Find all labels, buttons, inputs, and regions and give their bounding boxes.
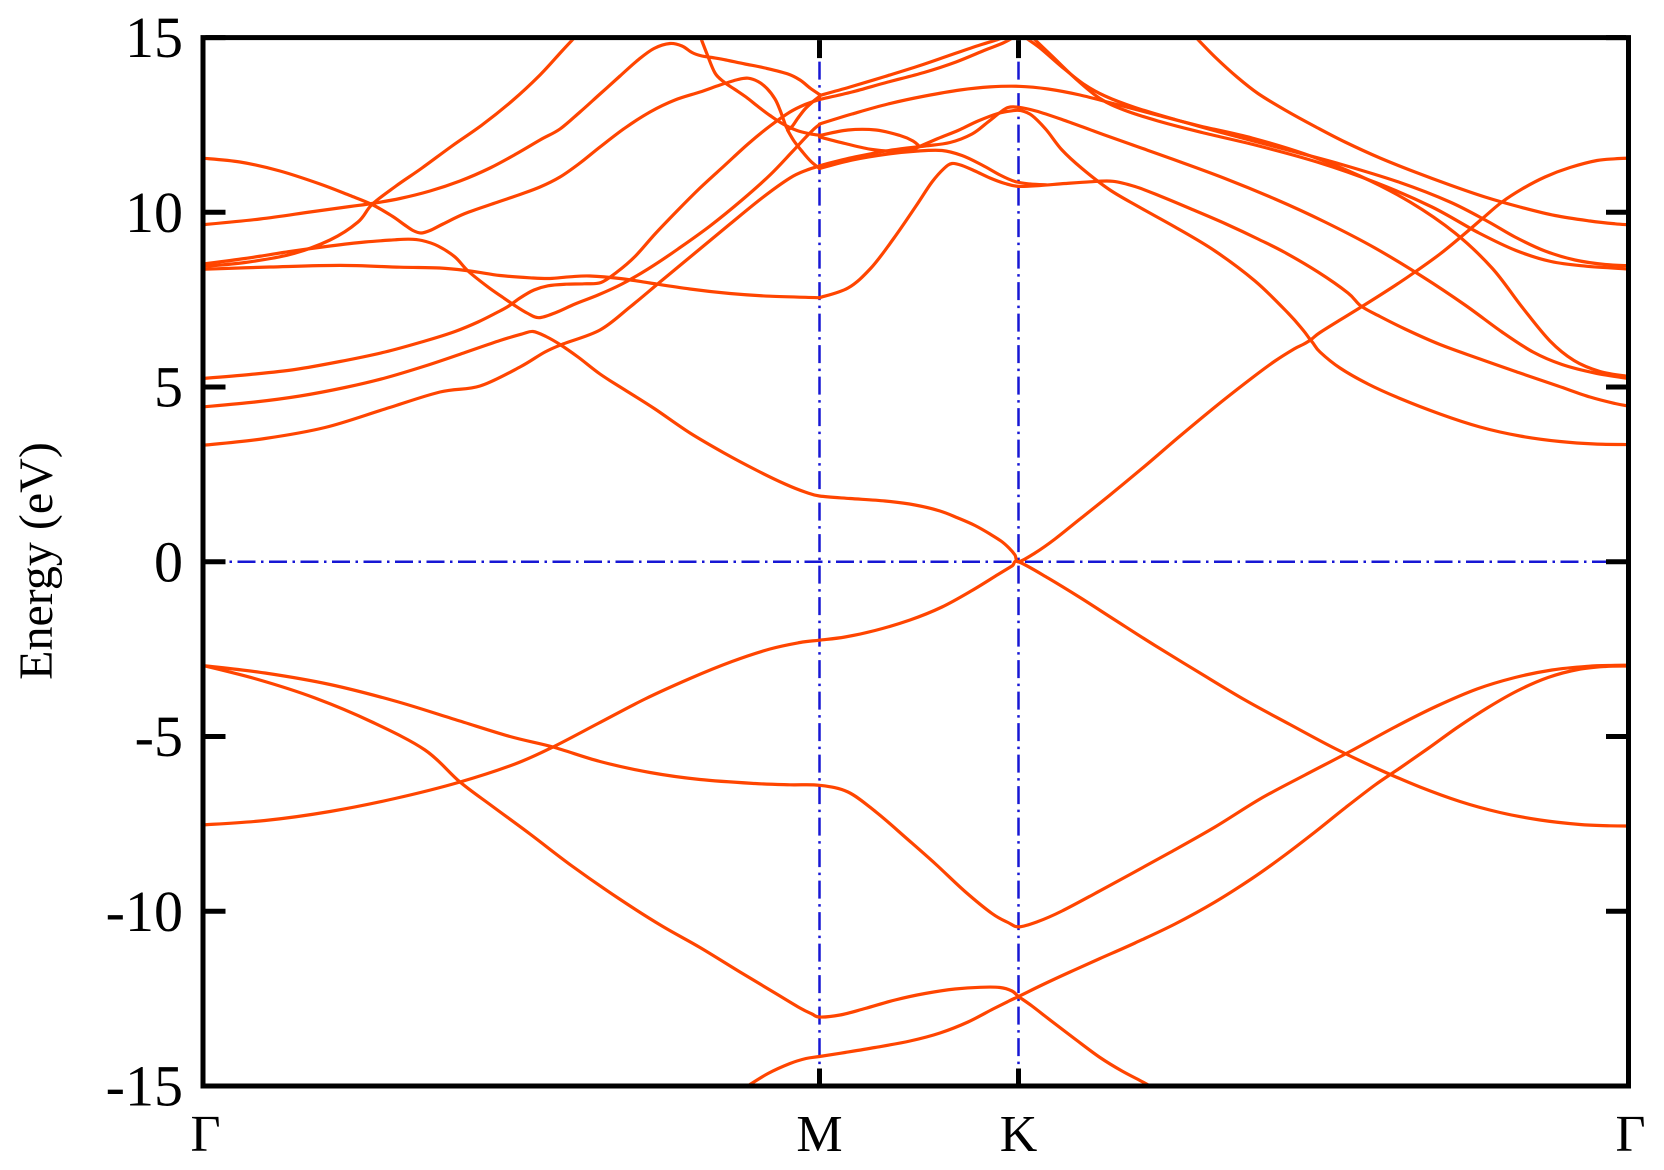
svg-text:Γ: Γ bbox=[190, 1106, 220, 1163]
svg-text:5: 5 bbox=[154, 355, 183, 420]
svg-text:K: K bbox=[1000, 1106, 1038, 1163]
svg-text:15: 15 bbox=[125, 5, 183, 70]
svg-text:Γ: Γ bbox=[1615, 1106, 1645, 1163]
svg-text:0: 0 bbox=[154, 529, 183, 594]
svg-text:M: M bbox=[796, 1106, 842, 1163]
svg-text:-15: -15 bbox=[106, 1054, 183, 1119]
svg-text:Energy (eV): Energy (eV) bbox=[10, 442, 63, 680]
svg-text:10: 10 bbox=[125, 180, 183, 245]
svg-text:-5: -5 bbox=[135, 704, 183, 769]
svg-text:-10: -10 bbox=[106, 879, 183, 944]
